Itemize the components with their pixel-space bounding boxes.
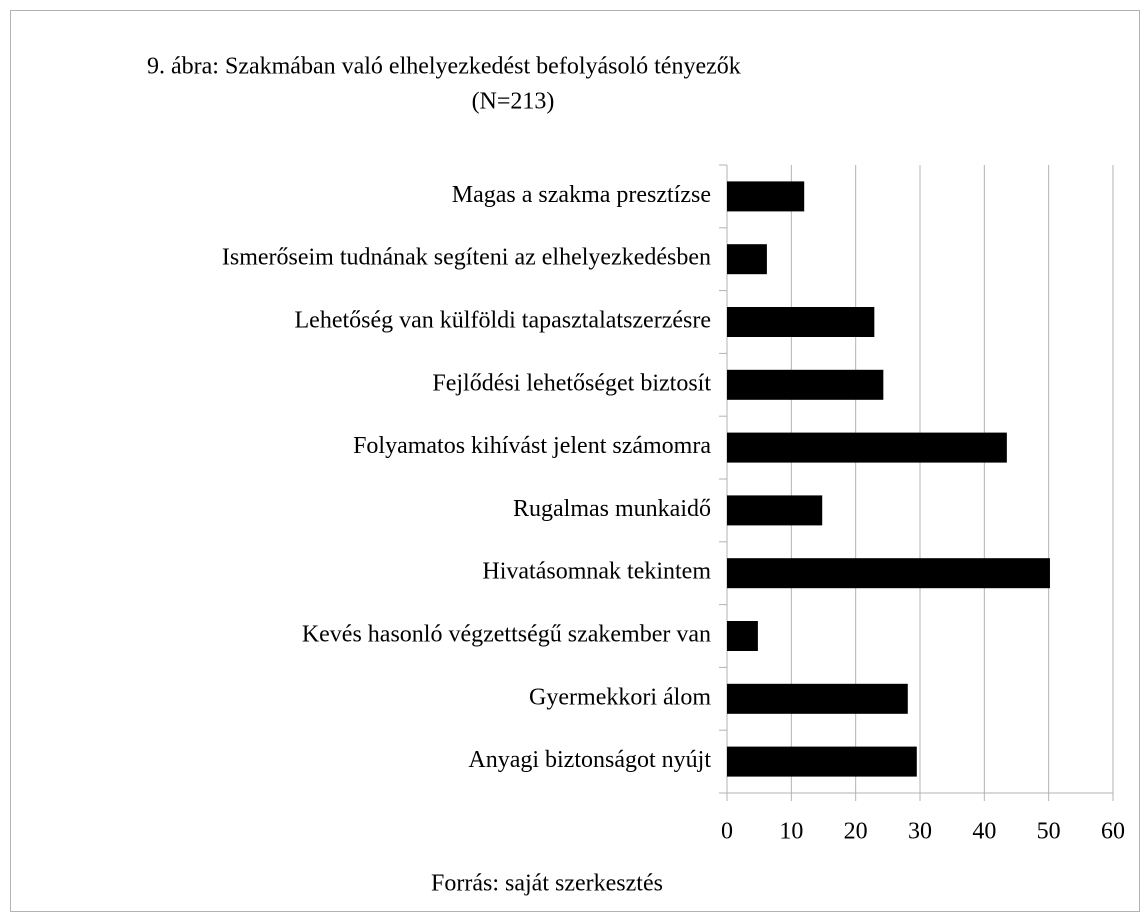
x-tick-label: 30 [908,819,932,845]
y-tick-label: Kevés hasonló végzettségű szakember van [302,622,711,648]
y-tick-label: Rugalmas munkaidő [513,496,711,522]
bar [727,746,917,777]
y-tick-label: Hivatásomnak tekintem [482,559,711,585]
bar [727,369,884,400]
y-tick-label: Magas a szakma presztízse [452,182,711,208]
x-tick-label: 10 [779,819,803,845]
x-tick-label: 60 [1101,819,1125,845]
x-tick-label: 40 [972,819,996,845]
y-tick-label: Gyermekkori álom [529,684,711,710]
x-tick-label: 20 [844,819,868,845]
y-tick-label: Lehetőség van külföldi tapasztalatszerzé… [295,308,711,334]
y-tick-label: Ismerőseim tudnának segíteni az elhelyez… [222,245,711,271]
bar [727,181,805,212]
bar [727,244,767,275]
bar [727,307,875,337]
chart-subtitle: (N=213) [472,89,555,115]
y-tick-label: Anyagi biztonságot nyújt [468,747,711,773]
bar [727,683,908,714]
source-note: Forrás: saját szerkesztés [431,871,663,897]
y-tick-label: Folyamatos kihívást jelent számomra [353,433,711,459]
chart-title: 9. ábra: Szakmában való elhelyezkedést b… [147,54,741,80]
bar [727,432,1007,463]
bar [727,495,823,526]
x-tick-label: 0 [721,819,733,845]
bar [727,558,1050,589]
y-tick-label: Fejlődési lehetőséget biztosít [432,370,711,396]
x-tick-label: 50 [1037,819,1061,845]
bar [727,621,758,651]
